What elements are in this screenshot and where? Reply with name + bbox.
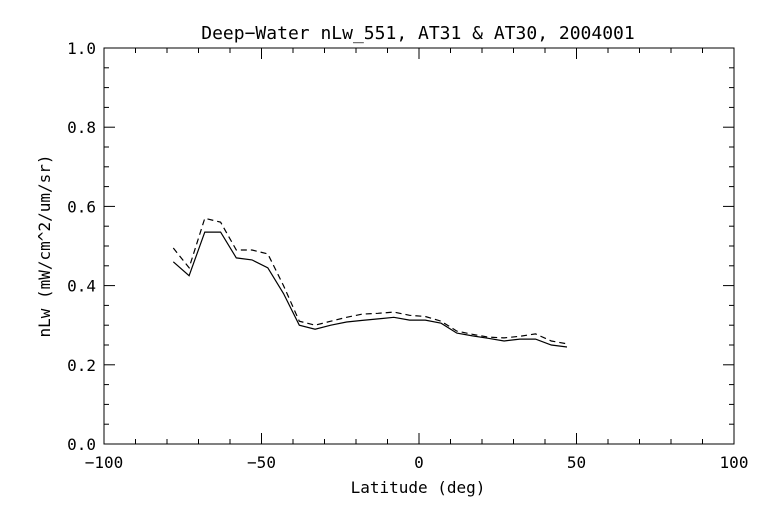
y-tick-label: 1.0 bbox=[67, 39, 96, 58]
y-axis-label: nLw (mW/cm^2/um/sr) bbox=[35, 154, 54, 337]
plot-frame bbox=[103, 47, 735, 445]
series-layer bbox=[172, 217, 568, 348]
y-tick-label: 0.4 bbox=[67, 277, 96, 296]
x-tick-label: −100 bbox=[85, 453, 124, 472]
y-tick-label: 0.2 bbox=[67, 356, 96, 375]
chart-title: Deep−Water nLw_551, AT31 & AT30, 2004001 bbox=[201, 23, 634, 44]
y-tick-label: 0.6 bbox=[67, 197, 96, 216]
y-axis: 0.0 0.2 0.4 0.6 0.8 1.0 bbox=[67, 39, 734, 454]
x-tick-label: 0 bbox=[414, 453, 424, 472]
series-line-dashed bbox=[172, 217, 568, 345]
x-axis: −100 −50 0 50 100 bbox=[85, 48, 749, 472]
y-tick-label: 0.0 bbox=[67, 435, 96, 454]
x-tick-label: 50 bbox=[567, 453, 586, 472]
y-tick-label: 0.8 bbox=[67, 118, 96, 137]
x-tick-label: 100 bbox=[720, 453, 749, 472]
x-tick-label: −50 bbox=[247, 453, 276, 472]
series-line-solid bbox=[172, 231, 568, 348]
x-axis-label: Latitude (deg) bbox=[351, 478, 486, 497]
